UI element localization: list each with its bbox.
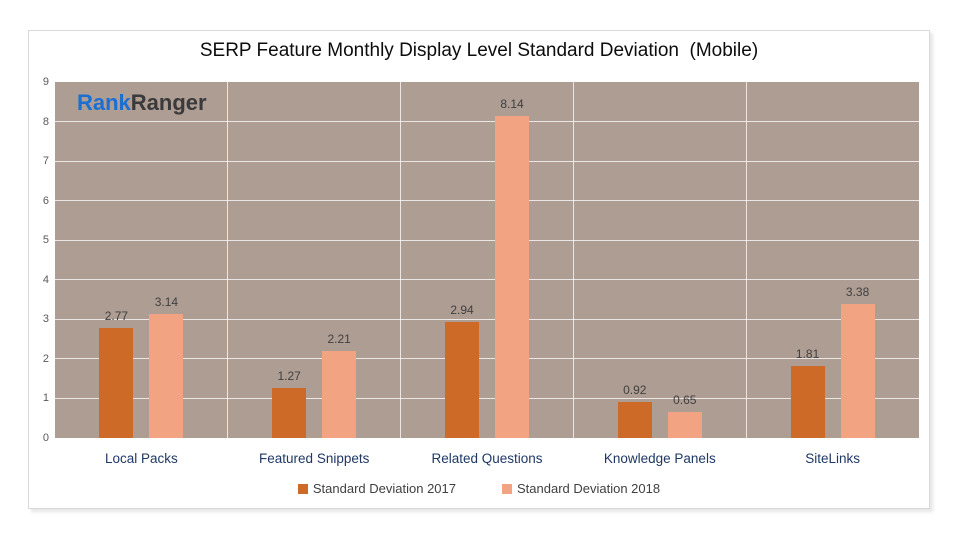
bar-value-label: 3.38 bbox=[845, 285, 870, 300]
logo-text-rank: Rank bbox=[77, 90, 131, 115]
vertical-gridline bbox=[572, 82, 574, 438]
vertical-gridline bbox=[745, 82, 747, 438]
x-axis-category-labels: Local Packs Featured Snippets Related Ques… bbox=[55, 448, 919, 470]
y-axis-tick-label: 0 bbox=[42, 432, 49, 444]
y-axis-tick-label: 5 bbox=[42, 234, 49, 247]
category-label-sitelinks: SiteLinks bbox=[805, 451, 860, 466]
chart-title: SERP Feature Monthly Display Level Stand… bbox=[199, 40, 759, 61]
bar-value-label: 1.27 bbox=[277, 368, 301, 383]
bar-series2-featured-snippets bbox=[322, 350, 357, 438]
horizontal-gridline bbox=[55, 318, 919, 320]
category-label-local-packs: Local Packs bbox=[105, 451, 178, 466]
bar-series1-knowledge-panels bbox=[617, 401, 652, 438]
bar-value-label: 2.94 bbox=[450, 302, 474, 317]
category-label-featured-snippets: Featured Snippets bbox=[259, 451, 370, 466]
bar-series2-local-packs bbox=[149, 313, 184, 438]
bar-value-label: 0.92 bbox=[623, 382, 647, 397]
y-axis-tick-label: 7 bbox=[42, 155, 49, 168]
rankranger-logo: RankRanger bbox=[77, 90, 207, 116]
y-axis-tick-label: 9 bbox=[42, 76, 49, 88]
horizontal-gridline bbox=[55, 358, 919, 360]
legend-label-series2: Standard Deviation 2018 bbox=[517, 481, 661, 496]
vertical-gridline bbox=[227, 82, 229, 438]
horizontal-gridline bbox=[55, 397, 919, 399]
bar-value-label: 3.14 bbox=[154, 294, 179, 309]
bar-series1-local-packs bbox=[99, 328, 134, 438]
bar-value-label: 0.65 bbox=[673, 393, 697, 408]
chart-container: SERP Feature Monthly Display Level Stand… bbox=[28, 30, 930, 509]
bar-series2-sitelinks bbox=[840, 304, 875, 438]
category-label-related-questions: Related Questions bbox=[431, 451, 543, 466]
y-axis-tick-labels: 0 1 2 3 4 5 6 7 8 9 bbox=[29, 76, 49, 444]
category-label-knowledge-panels: Knowledge Panels bbox=[603, 451, 716, 466]
horizontal-gridline bbox=[55, 160, 919, 162]
y-axis-tick-label: 2 bbox=[42, 352, 49, 365]
vertical-gridline bbox=[400, 82, 402, 438]
legend-label-series1: Standard Deviation 2017 bbox=[312, 481, 456, 496]
horizontal-gridline bbox=[55, 239, 919, 241]
y-axis-tick-label: 1 bbox=[42, 392, 49, 405]
horizontal-gridline bbox=[55, 200, 919, 202]
y-axis-tick-label: 6 bbox=[42, 194, 49, 207]
bar-value-label: 8.14 bbox=[500, 97, 524, 112]
bar-value-label: 1.81 bbox=[795, 347, 820, 362]
legend-swatch-series1 bbox=[297, 483, 308, 494]
logo-text-ranger: Ranger bbox=[130, 90, 207, 115]
legend-item-series2: Standard Deviation 2018 bbox=[502, 481, 660, 496]
chart-legend: Standard Deviation 2017 Standard Deviatio… bbox=[29, 481, 929, 496]
y-axis-tick-label: 4 bbox=[42, 273, 49, 286]
y-axis-tick-label: 8 bbox=[42, 115, 49, 128]
bar-series2-knowledge-panels bbox=[667, 412, 702, 438]
bar-series1-related-questions bbox=[445, 321, 479, 438]
bar-value-label: 2.77 bbox=[104, 309, 129, 324]
bar-series2-related-questions bbox=[495, 116, 529, 438]
horizontal-gridline bbox=[55, 121, 919, 123]
y-axis-tick-label: 3 bbox=[42, 313, 49, 326]
horizontal-gridline bbox=[55, 279, 919, 281]
bar-value-label: 2.21 bbox=[327, 331, 351, 346]
legend-swatch-series2 bbox=[502, 483, 512, 494]
plot-area: RankRanger 2.77 3.14 1.27 2.21 2.94 8.14 0.92 0… bbox=[55, 82, 919, 438]
bar-series1-featured-snippets bbox=[272, 387, 307, 438]
legend-item-series1: Standard Deviation 2017 bbox=[297, 481, 456, 496]
bar-series1-sitelinks bbox=[790, 366, 825, 438]
